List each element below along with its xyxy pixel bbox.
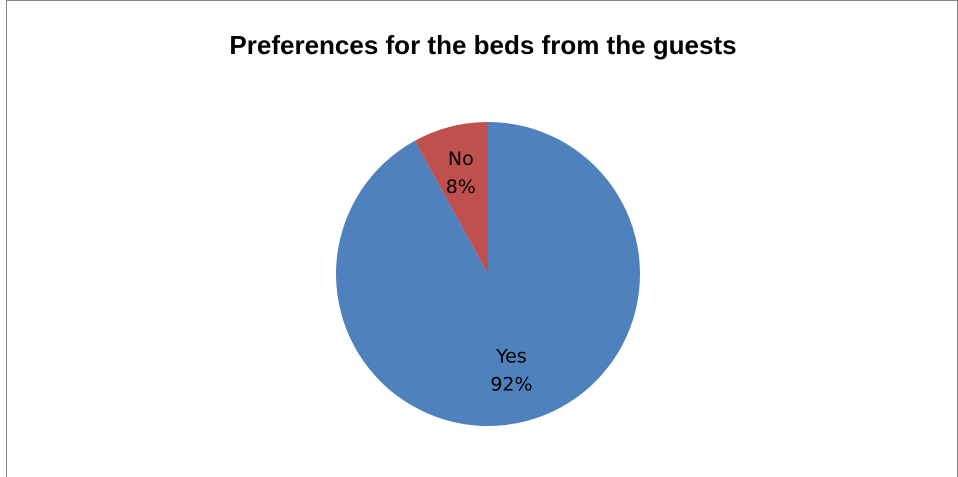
slice-label-percent-yes: 92% [490, 373, 532, 395]
pie-slice-yes [336, 122, 641, 427]
pie-slice-no [414, 122, 488, 274]
slice-label-name-yes: Yes [495, 345, 527, 367]
slice-label-percent-no: 8% [446, 176, 476, 198]
slice-label-name-no: No [448, 148, 474, 170]
chart-title: Preferences for the beds from the guests [229, 30, 737, 60]
